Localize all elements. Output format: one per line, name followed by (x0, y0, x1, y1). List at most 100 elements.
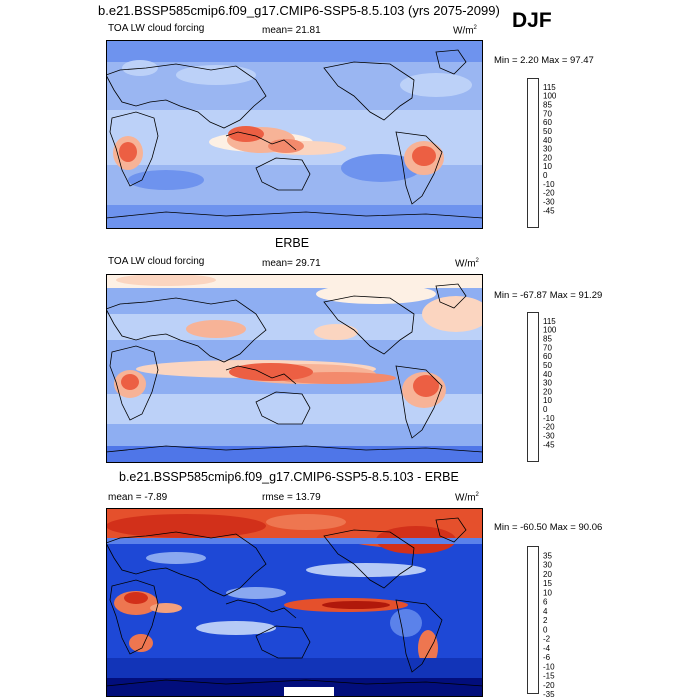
panel3-map (106, 508, 483, 697)
panel3-patch (124, 592, 148, 604)
panel2-coastlines (106, 283, 483, 453)
panel1-africa-convection-core (119, 142, 137, 162)
panel2-title: ERBE (275, 236, 310, 250)
panel2-minmax: Min = -67.87 Max = 91.29 (494, 290, 603, 301)
colorbar-tick-label: 15 (543, 579, 552, 588)
colorbar-tick-label: 0 (543, 405, 548, 414)
colorbar-tick-label: -10 (543, 180, 555, 189)
colorbar-tick-label: 30 (543, 145, 552, 154)
panel1-map (106, 40, 483, 229)
colorbar-tick-label: 100 (543, 92, 557, 101)
panel1-patch (400, 73, 472, 97)
panel3-warm-band-core (322, 601, 390, 609)
panel3-band (106, 538, 483, 544)
panel2-units-exponent: 2 (475, 258, 479, 264)
panel2-map-frame (106, 274, 483, 463)
season-label: DJF (512, 9, 552, 32)
colorbar-tick-label: 35 (543, 551, 552, 560)
panel3-title: b.e21.BSSP585cmip6.f09_g17.CMIP6-SSP5-8.… (119, 470, 459, 484)
colorbar-tick-label: 10 (543, 396, 552, 405)
panel2-amazon-convection-core (413, 375, 439, 397)
colorbar-tick-label: 50 (543, 361, 552, 370)
panel3-patch (266, 514, 346, 530)
panel3-coastlines (106, 517, 483, 687)
panel1-antarctic-band (106, 205, 483, 229)
colorbar-tick-label: 115 (543, 83, 556, 92)
panel2-patch (116, 274, 216, 286)
colorbar-tick-label: 0 (543, 625, 548, 634)
colorbar-tick-label: -20 (543, 423, 555, 432)
colorbar-tick-label: 10 (543, 588, 552, 597)
colorbar-tick-label: 20 (543, 570, 552, 579)
panel2-band (106, 314, 483, 340)
panel3-patch (146, 552, 206, 564)
panel3-units-base: W/m (455, 492, 476, 504)
colorbar-tick-label: 115 (543, 317, 556, 326)
colorbar-tick-label: -15 (543, 672, 555, 681)
colorbar-tick-label: 10 (543, 162, 552, 171)
panel1-patch (341, 154, 421, 182)
panel1-units-base: W/m (453, 25, 474, 37)
panel2-africa-convection-core (121, 374, 139, 390)
panel1-patch (176, 65, 256, 85)
panel3-missing-data (284, 687, 334, 697)
colorbar-tick-label: -30 (543, 432, 555, 441)
panel1-amazon-convection-core (412, 146, 436, 166)
colorbar-tick-label: 85 (543, 100, 552, 109)
colorbar-tick-label: -30 (543, 198, 555, 207)
colorbar-tick-label: -35 (543, 690, 555, 699)
colorbar-tick-label: -2 (543, 635, 551, 644)
colorbar-tick-label: 0 (543, 171, 548, 180)
panel1-mean: mean= 21.81 (262, 25, 321, 36)
colorbar-tick-label: -20 (543, 189, 555, 198)
colorbar-tick-label: -10 (543, 662, 555, 671)
panel3-southern-band (106, 658, 483, 678)
panel3-rmse: rmse = 13.79 (262, 492, 321, 503)
colorbar-tick-label: 6 (543, 598, 548, 607)
panel3-patch (226, 587, 286, 599)
colorbar-tick-label: 60 (543, 352, 552, 361)
panel3-patch (390, 609, 422, 637)
colorbar-tick-label: 100 (543, 326, 557, 335)
panel2-units: W/m2 (455, 258, 479, 269)
panel3-units: W/m2 (455, 492, 479, 503)
panel2-patch (314, 324, 358, 340)
colorbar-frame (527, 546, 539, 694)
colorbar-tick-label: 50 (543, 127, 552, 136)
panel2-patch (422, 296, 483, 332)
colorbar-tick-label: 30 (543, 379, 552, 388)
colorbar-tick-label: 20 (543, 387, 552, 396)
panel3-patch (418, 630, 438, 666)
panel1-minmax: Min = 2.20 Max = 97.47 (494, 55, 594, 66)
colorbar-tick-label: -10 (543, 414, 555, 423)
panel1-warm-pool-core (268, 139, 304, 153)
panel3-patch (306, 563, 426, 577)
figure-title: b.e21.BSSP585cmip6.f09_g17.CMIP6-SSP5-8.… (98, 3, 500, 18)
panel1-units-exponent: 2 (473, 25, 477, 31)
colorbar-tick-label: 20 (543, 153, 552, 162)
colorbar-tick-label: 4 (543, 607, 548, 616)
colorbar-frame (527, 78, 539, 228)
colorbar-tick-label: 70 (543, 109, 552, 118)
panel3-patch (129, 634, 153, 652)
panel2-variable-label: TOA LW cloud forcing (108, 256, 205, 267)
panel1-units: W/m2 (453, 25, 477, 36)
panel1-variable-label: TOA LW cloud forcing (108, 23, 205, 34)
panel1-patch (128, 170, 204, 190)
colorbar-tick-label: -45 (543, 440, 555, 449)
colorbar-tick-label: -6 (543, 653, 551, 662)
colorbar-tick-label: -4 (543, 644, 551, 653)
panel2-mean: mean= 29.71 (262, 258, 321, 269)
colorbar-tick-label: 40 (543, 370, 552, 379)
colorbar-tick-label: 2 (543, 616, 548, 625)
colorbar-tick-label: -20 (543, 681, 555, 690)
panel3-patch (106, 514, 266, 538)
colorbar-tick-label: 70 (543, 343, 552, 352)
colorbar-tick-label: 85 (543, 334, 552, 343)
panel3-map-frame (106, 508, 483, 697)
panel2-antarctic-band (106, 446, 483, 463)
panel2-patch (316, 284, 436, 304)
panel2-units-base: W/m (455, 258, 476, 270)
colorbar-frame (527, 312, 539, 462)
